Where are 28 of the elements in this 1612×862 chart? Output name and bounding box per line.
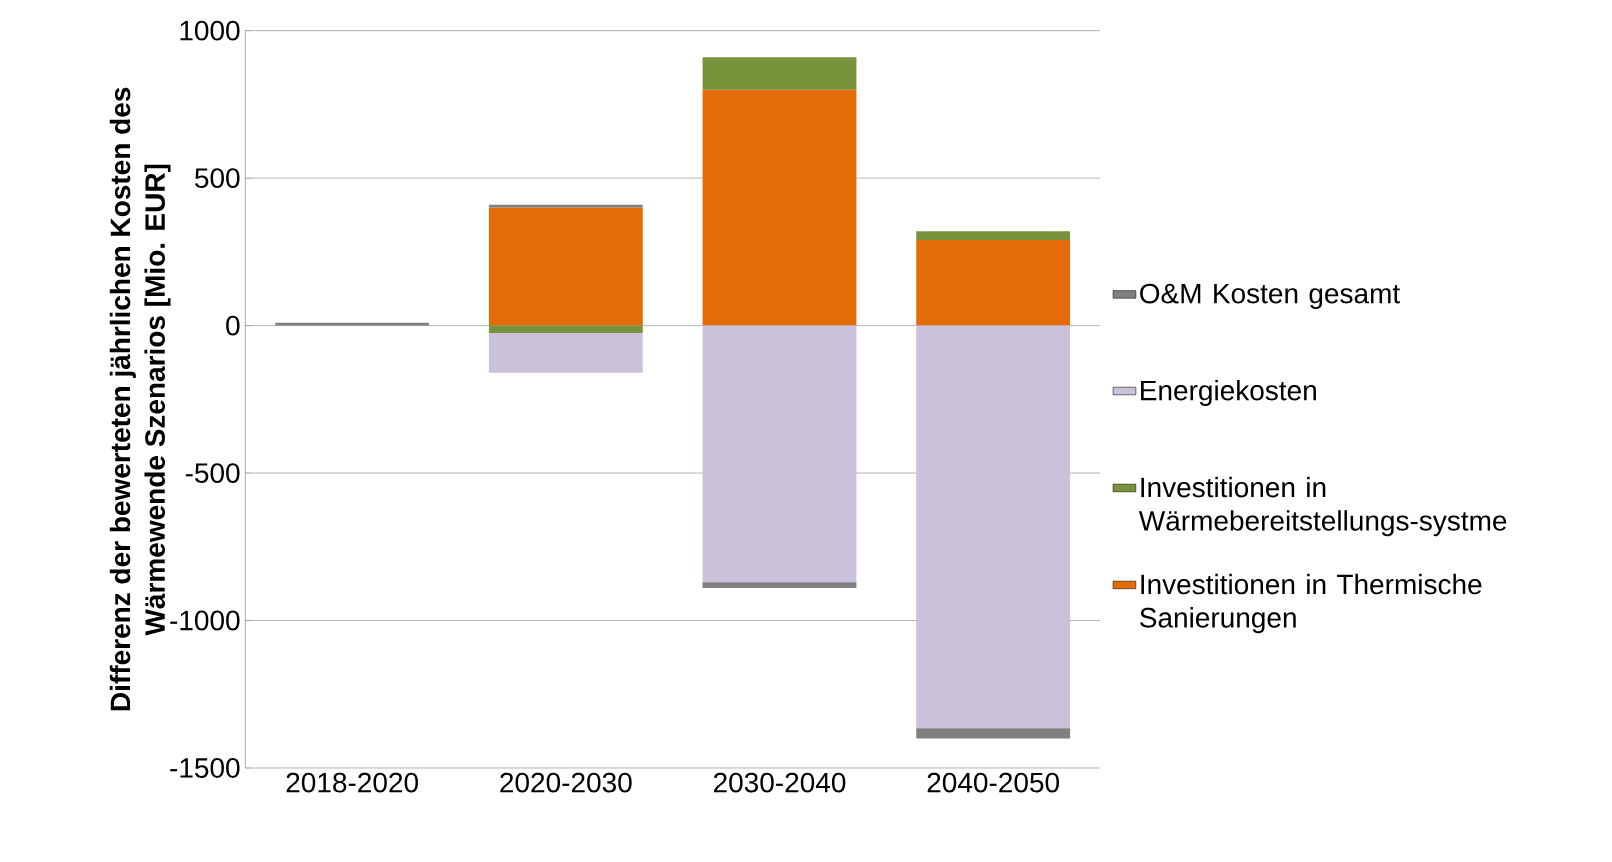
bar bbox=[702, 89, 857, 326]
y-tick-label: 500 bbox=[195, 168, 240, 189]
y-tick-label: 1000 bbox=[180, 20, 240, 41]
bar bbox=[916, 231, 1071, 241]
y-axis-title: Differenz der bewerteten jährlichen Kosten des Wärmewende Szenarios [Mio. EUR] bbox=[109, 87, 171, 711]
y-tick-label: -500 bbox=[185, 463, 240, 483]
legend-label: Investitionen in Thermische Sanierungen bbox=[1140, 573, 1482, 634]
bar bbox=[488, 325, 643, 333]
bar bbox=[488, 204, 643, 208]
bar bbox=[702, 57, 857, 90]
x-tick-label: 2030-2040 bbox=[713, 772, 846, 793]
bar bbox=[275, 322, 430, 326]
x-tick-label: 2018-2020 bbox=[286, 772, 418, 793]
bar bbox=[488, 332, 643, 373]
bar bbox=[702, 582, 857, 589]
bar bbox=[916, 325, 1071, 729]
legend-label: Investitionen in Wärmebereitstellungs-systme bbox=[1138, 476, 1507, 537]
bar bbox=[916, 240, 1071, 326]
bar bbox=[916, 728, 1071, 739]
y-tick-label: -1000 bbox=[170, 610, 240, 631]
x-tick-label: 2020-2030 bbox=[500, 772, 632, 793]
legend-label: Energiekosten bbox=[1141, 379, 1316, 406]
y-tick-label: -1500 bbox=[170, 758, 240, 778]
y-tick-label: 0 bbox=[226, 315, 240, 336]
x-tick-label: 2040-2050 bbox=[927, 772, 1059, 793]
bar bbox=[488, 207, 643, 326]
bar bbox=[702, 325, 857, 583]
legend-label: O&M Kosten gesamt bbox=[1140, 283, 1400, 310]
